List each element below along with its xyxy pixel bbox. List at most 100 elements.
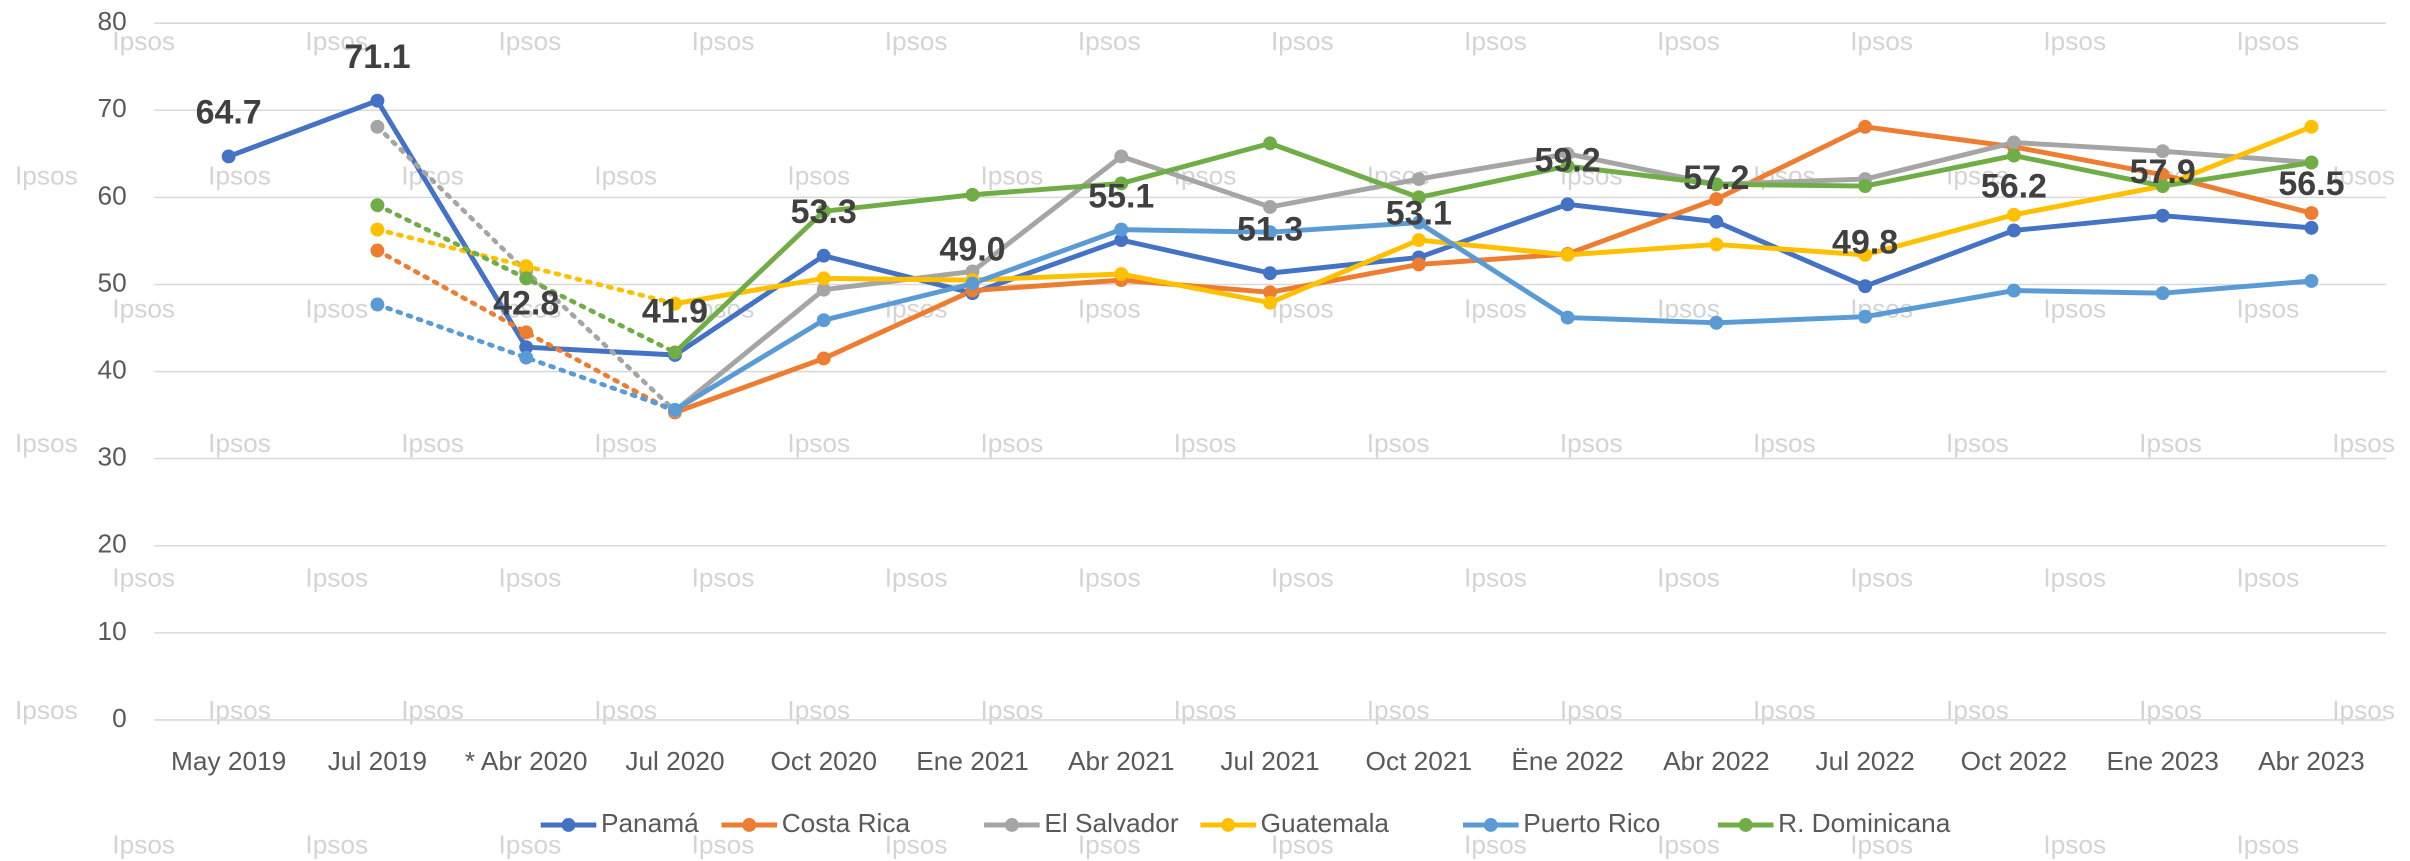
marker: [1263, 285, 1277, 300]
watermark: Ipsos: [112, 562, 175, 592]
marker: [1709, 237, 1724, 252]
marker: [1709, 214, 1724, 229]
watermark: Ipsos: [2236, 562, 2299, 592]
x-tick-label: Jul 2022: [1815, 746, 1914, 776]
watermark: Ipsos: [1078, 830, 1141, 860]
watermark: Ipsos: [885, 830, 948, 860]
legend-marker: [1004, 818, 1019, 832]
legend-label: Guatemala: [1261, 808, 1390, 838]
watermark: Ipsos: [15, 161, 78, 191]
y-tick-label: 50: [97, 267, 126, 297]
watermark: Ipsos: [1560, 428, 1623, 458]
x-tick-label: * Abr 2020: [465, 746, 588, 776]
watermark: Ipsos: [1657, 830, 1720, 860]
marker: [965, 276, 980, 291]
data-label: 64.7: [196, 94, 262, 132]
marker: [816, 313, 831, 328]
marker: [1114, 233, 1129, 248]
watermark: Ipsos: [499, 562, 562, 592]
x-tick-label: Abr 2022: [1663, 746, 1770, 776]
x-tick-label: Ene 2023: [2106, 746, 2218, 776]
watermark: Ipsos: [305, 293, 368, 323]
marker: [2155, 167, 2170, 182]
watermark: Ipsos: [1464, 293, 1527, 323]
data-label: 57.2: [1683, 159, 1749, 197]
marker: [1858, 179, 1873, 194]
watermark: Ipsos: [594, 161, 657, 191]
marker: [1411, 190, 1426, 205]
data-label: 71.1: [344, 38, 410, 76]
watermark: Ipsos: [1946, 428, 2009, 458]
marker: [668, 345, 682, 360]
watermark: Ipsos: [305, 26, 368, 56]
data-label: 49.8: [1832, 223, 1898, 261]
y-tick-label: 10: [97, 616, 126, 646]
watermark: Ipsos: [1850, 830, 1913, 860]
watermark: Ipsos: [885, 562, 948, 592]
watermark: Ipsos: [401, 161, 464, 191]
watermark: Ipsos: [2236, 26, 2299, 56]
watermark: Ipsos: [2236, 293, 2299, 323]
marker: [1560, 146, 1575, 161]
watermark: Ipsos: [787, 161, 850, 191]
watermark: Ipsos: [2332, 428, 2395, 458]
watermark: Ipsos: [2332, 161, 2395, 191]
marker: [2155, 286, 2170, 301]
x-tick-label: Ene 2021: [916, 746, 1028, 776]
legend-marker: [1221, 818, 1236, 832]
watermark: Ipsos: [112, 293, 175, 323]
data-label: 59.2: [1535, 142, 1601, 180]
marker: [1560, 159, 1575, 173]
watermark: Ipsos: [1271, 830, 1334, 860]
watermark: Ipsos: [1464, 26, 1527, 56]
watermark: Ipsos: [305, 562, 368, 592]
marker: [965, 187, 980, 202]
watermark: Ipsos: [2043, 562, 2106, 592]
marker: [2155, 144, 2170, 159]
watermark: Ipsos: [15, 695, 78, 725]
marker: [1411, 257, 1426, 272]
line: [672, 140, 2314, 414]
legend-marker: [1738, 818, 1753, 832]
marker: [1411, 172, 1426, 187]
marker: [370, 243, 385, 258]
marker: [1411, 215, 1426, 230]
watermarks: Ipsos Ipsos Ipsos Ipsos Ipsos Ipsos Ipsos Ipsos…: [15, 26, 2395, 859]
marker: [370, 222, 385, 237]
data-label: 56.5: [2278, 165, 2344, 203]
legend-marker: [561, 818, 576, 832]
line: [672, 124, 2314, 415]
watermark: Ipsos: [1850, 562, 1913, 592]
watermark: Ipsos: [692, 26, 755, 56]
marker: [1263, 136, 1277, 151]
marker: [1114, 176, 1129, 191]
marker: [519, 271, 534, 286]
marker: [816, 248, 831, 263]
marker: [2304, 155, 2319, 170]
watermark: Ipsos: [1657, 562, 1720, 592]
watermark: Ipsos: [981, 428, 1044, 458]
data-label: 49.0: [939, 230, 1005, 268]
data-label: 56.2: [1981, 168, 2047, 206]
watermark: Ipsos: [499, 26, 562, 56]
y-tick-label: 30: [97, 442, 126, 472]
legend-marker: [742, 818, 757, 832]
marker: [2155, 208, 2170, 223]
y-tick-label: 20: [97, 529, 126, 559]
marker: [816, 282, 831, 297]
watermark: Ipsos: [305, 830, 368, 860]
marker: [2304, 119, 2319, 134]
marker: [1709, 177, 1724, 192]
marker: [1114, 149, 1129, 164]
marker: [816, 351, 831, 366]
y-tick-label: 0: [112, 703, 127, 733]
watermark: Ipsos: [1271, 562, 1334, 592]
x-tick-label: Jul 2020: [625, 746, 724, 776]
watermark: Ipsos: [208, 161, 271, 191]
marker: [519, 259, 534, 274]
marker: [2304, 220, 2319, 235]
marker: [370, 198, 385, 213]
watermark: Ipsos: [499, 830, 562, 860]
watermark: Ipsos: [15, 428, 78, 458]
